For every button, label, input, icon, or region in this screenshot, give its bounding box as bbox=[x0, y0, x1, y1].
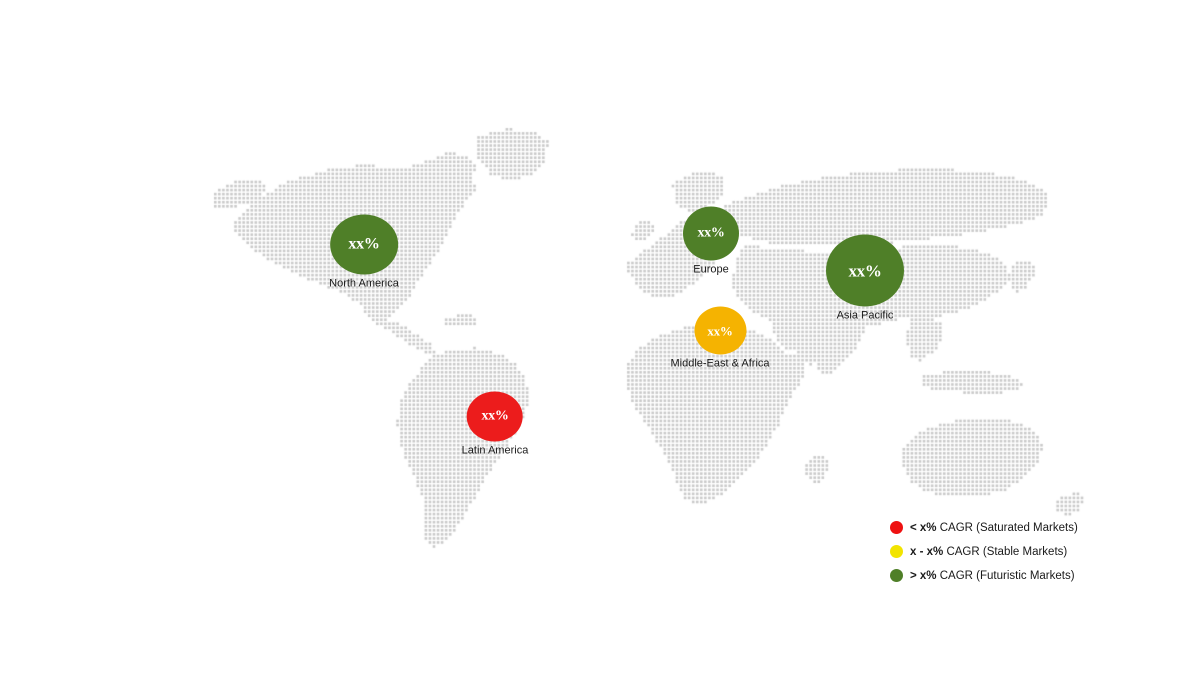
region-middle-east-africa[interactable]: xx% Middle-East & Africa bbox=[670, 306, 770, 370]
legend-range-futuristic: > x% bbox=[910, 569, 937, 582]
legend-dot-futuristic bbox=[890, 569, 903, 582]
region-bubble-asia-pacific[interactable]: xx% bbox=[826, 234, 904, 307]
region-label-north-america: North America bbox=[329, 277, 399, 290]
legend-text-stable: x - x% CAGR (Stable Markets) bbox=[910, 546, 1067, 558]
legend-range-saturated: < x% bbox=[910, 521, 937, 534]
legend-item-futuristic[interactable]: > x% CAGR (Futuristic Markets) bbox=[890, 569, 1078, 582]
region-europe[interactable]: xx% Europe bbox=[683, 206, 739, 276]
legend-range-stable: x - x% bbox=[910, 545, 944, 558]
region-north-america[interactable]: xx% North America bbox=[329, 214, 399, 290]
region-bubble-europe[interactable]: xx% bbox=[683, 206, 739, 261]
region-label-europe: Europe bbox=[693, 263, 729, 276]
legend-item-saturated[interactable]: < x% CAGR (Saturated Markets) bbox=[890, 521, 1078, 534]
legend-description-saturated: CAGR (Saturated Markets) bbox=[936, 521, 1078, 534]
legend-dot-saturated bbox=[890, 521, 903, 534]
legend: < x% CAGR (Saturated Markets) x - x% CAGR… bbox=[890, 521, 1078, 582]
legend-description-futuristic: CAGR (Futuristic Markets) bbox=[936, 569, 1075, 582]
legend-dot-stable bbox=[890, 545, 903, 558]
region-latin-america[interactable]: xx% Latin America bbox=[461, 391, 529, 457]
region-label-latin-america: Latin America bbox=[461, 444, 529, 457]
legend-item-stable[interactable]: x - x% CAGR (Stable Markets) bbox=[890, 545, 1078, 558]
region-label-asia-pacific: Asia Pacific bbox=[836, 309, 894, 322]
region-bubble-latin-america[interactable]: xx% bbox=[467, 391, 523, 442]
region-bubble-middle-east-africa[interactable]: xx% bbox=[693, 306, 746, 355]
legend-text-futuristic: > x% CAGR (Futuristic Markets) bbox=[910, 570, 1075, 582]
region-label-middle-east-africa: Middle-East & Africa bbox=[670, 357, 770, 370]
region-bubble-north-america[interactable]: xx% bbox=[329, 214, 398, 275]
legend-description-stable: CAGR (Stable Markets) bbox=[943, 545, 1068, 558]
legend-text-saturated: < x% CAGR (Saturated Markets) bbox=[910, 522, 1078, 534]
region-asia-pacific[interactable]: xx% Asia Pacific bbox=[826, 234, 904, 322]
